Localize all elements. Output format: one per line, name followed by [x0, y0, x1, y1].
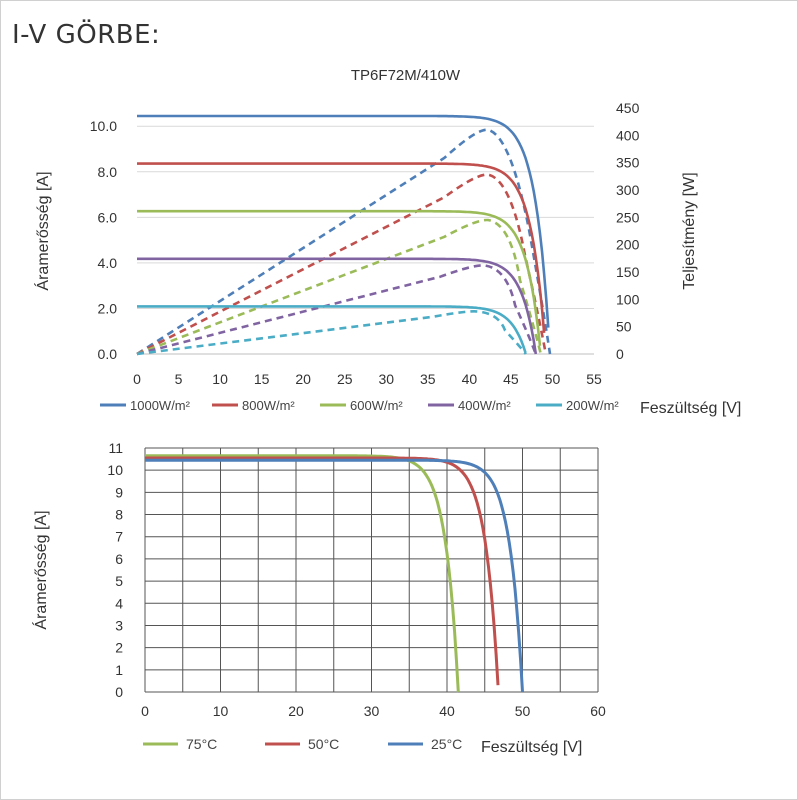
- y2-axis-label: Teljesítmény [W]: [681, 172, 698, 289]
- x-tick-label: 50: [515, 703, 531, 719]
- power-curve-800W/m²: [136, 173, 548, 356]
- y2-tick-label: 0: [616, 346, 624, 362]
- legend-label-800W/m²: 800W/m²: [242, 398, 295, 413]
- y2-tick-label: 150: [616, 264, 640, 280]
- legend-label-1000W/m²: 1000W/m²: [130, 398, 191, 413]
- y-tick-label: 11: [108, 440, 123, 456]
- x-axis-label: Feszültség [V]: [640, 400, 741, 417]
- temperature-iv-chart: 0 1 2 3 4 5 6 7 8 9 10 11 0 10 20 30 40 50 60 Áramerősség […: [31, 440, 606, 756]
- x-tick-label: 45: [503, 371, 519, 387]
- x-axis-label: Feszültség [V]: [481, 739, 582, 756]
- y-tick-label: 1: [115, 662, 123, 678]
- y-tick-label: 2: [115, 640, 123, 656]
- power-curve-1000W/m²: [136, 128, 552, 356]
- y-tick-label: 3: [115, 617, 123, 633]
- power-curve-400W/m²: [136, 264, 538, 356]
- x-tick-label: 35: [420, 371, 436, 387]
- x-tick-label: 30: [364, 703, 380, 719]
- x-tick-label: 40: [439, 703, 455, 719]
- legend-label-50°C: 50°C: [308, 736, 339, 752]
- y-tick-label: 4.0: [98, 255, 118, 271]
- x-tick-label: 20: [288, 703, 304, 719]
- y2-tick-label: 300: [616, 182, 640, 198]
- legend-label-200W/m²: 200W/m²: [566, 398, 619, 413]
- power-curve-200W/m²: [136, 310, 527, 356]
- y2-tick-label: 350: [616, 155, 640, 171]
- x-tick-label: 55: [586, 371, 602, 387]
- y-tick-label: 6.0: [98, 209, 118, 225]
- x-tick-label: 60: [590, 703, 606, 719]
- y-axis-label: Áramerősség [A]: [33, 171, 52, 290]
- y2-tick-label: 200: [616, 237, 640, 253]
- y-tick-label: 8: [115, 507, 123, 523]
- x-tick-label: 10: [212, 371, 228, 387]
- power-curve-600W/m²: [136, 218, 543, 356]
- x-tick-label: 15: [254, 371, 270, 387]
- x-tick-label: 5: [175, 371, 183, 387]
- iv-curve-1000W/m²: [137, 114, 550, 328]
- y-tick-label: 4: [115, 595, 123, 611]
- x-tick-label: 10: [213, 703, 229, 719]
- y-tick-label: 5: [115, 573, 123, 589]
- y2-tick-label: 50: [616, 319, 632, 335]
- y-axis-label: Áramerősség [A]: [31, 510, 50, 629]
- x-tick-label: 30: [378, 371, 394, 387]
- x-tick-label: 50: [545, 371, 561, 387]
- iv-curve-25°C: [145, 458, 524, 693]
- x-tick-label: 0: [141, 703, 149, 719]
- legend-label-75°C: 75°C: [186, 736, 217, 752]
- y2-tick-label: 100: [616, 291, 640, 307]
- legend-label-400W/m²: 400W/m²: [458, 398, 511, 413]
- iv-curve-600W/m²: [137, 209, 542, 346]
- y-tick-label: 10: [107, 462, 123, 478]
- page-title: I-V GÖRBE:: [12, 20, 161, 50]
- chart-title: TP6F72M/410W: [351, 67, 461, 84]
- y2-tick-label: 450: [616, 100, 640, 116]
- legend-label-25°C: 25°C: [431, 736, 462, 752]
- y2-tick-label: 250: [616, 209, 640, 225]
- y-tick-label: 7: [115, 529, 123, 545]
- irradiance-iv-chart: TP6F72M/410W0.02.04.06.08.010.0050100150…: [33, 67, 741, 417]
- y-tick-label: 6: [115, 551, 123, 567]
- x-tick-label: 40: [462, 371, 478, 387]
- iv-curve-800W/m²: [137, 162, 546, 334]
- x-tick-label: 0: [133, 371, 141, 387]
- y-tick-label: 0.0: [98, 346, 118, 362]
- legend-label-600W/m²: 600W/m²: [350, 398, 403, 413]
- iv-curve-400W/m²: [137, 257, 538, 355]
- iv-curve-200W/m²: [137, 305, 527, 354]
- y-tick-label: 0: [115, 684, 123, 700]
- x-tick-label: 25: [337, 371, 353, 387]
- y-tick-label: 9: [115, 484, 123, 500]
- x-tick-label: 20: [295, 371, 311, 387]
- y-tick-label: 2.0: [98, 300, 118, 316]
- y-tick-label: 10.0: [90, 118, 117, 134]
- y-tick-label: 8.0: [98, 164, 118, 180]
- iv-curve-75°C: [145, 454, 460, 693]
- y2-tick-label: 400: [616, 127, 640, 143]
